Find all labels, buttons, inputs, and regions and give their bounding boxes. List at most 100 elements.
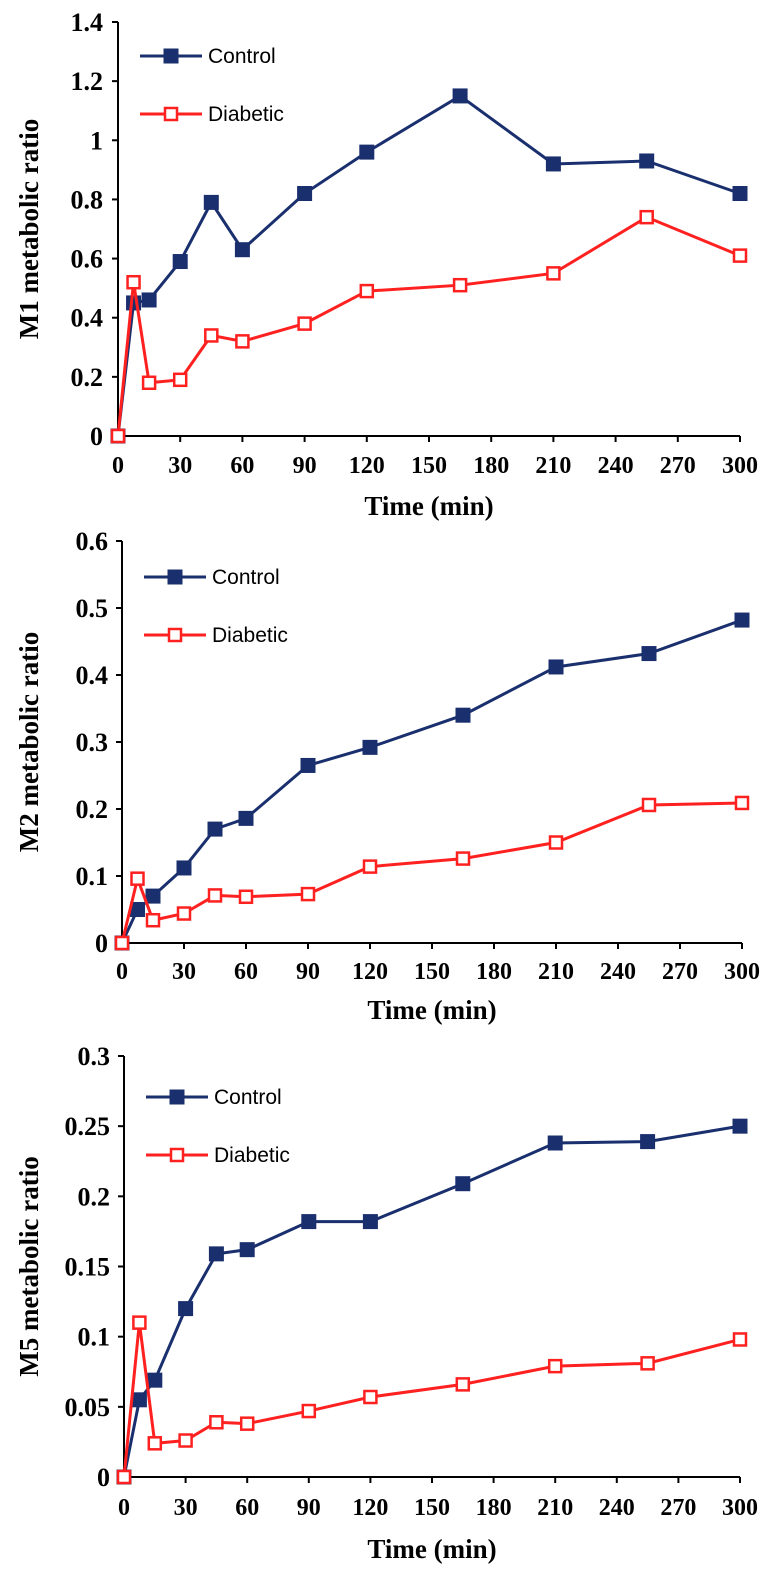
m5-diabetic-point	[301, 1403, 317, 1419]
m5-y-tick-label: 0.05	[65, 1393, 111, 1422]
m1-control-point	[452, 88, 468, 104]
m1-legend-marker-diabetic	[163, 106, 179, 122]
m1-control-point	[141, 292, 157, 308]
m5-legend-label-control: Control	[214, 1086, 282, 1109]
m5-diabetic-line	[122, 1322, 741, 1478]
m1-legend-label-diabetic: Diabetic	[208, 103, 284, 126]
m2-diabetic-point	[548, 835, 564, 850]
m5-control-point	[239, 1242, 255, 1258]
m2-diabetic-point	[734, 795, 750, 811]
m2-control-point	[238, 810, 254, 826]
m5-diabetic-point	[147, 1436, 163, 1451]
m5-y-axis-label: M5 metabolic ratio	[14, 1156, 44, 1376]
m5-x-axis-label: Time (min)	[367, 1534, 496, 1564]
m1-diabetic-point	[110, 428, 126, 444]
m1-control-point	[732, 186, 748, 202]
m5-diabetic-point	[132, 1315, 147, 1330]
m5-x-tick-label: 240	[599, 1495, 635, 1521]
m5-y-tick-label: 0.2	[78, 1182, 111, 1211]
m2-diabetic-point	[207, 888, 223, 903]
m5-control-point	[301, 1214, 317, 1230]
m5-control-point	[362, 1214, 378, 1230]
m1-diabetic-line	[116, 215, 741, 437]
m1-legend-label-control: Control	[208, 45, 276, 68]
m1-y-tick-label: 1	[90, 126, 103, 155]
m1-control-point	[297, 186, 313, 202]
m1-x-tick-label: 240	[598, 453, 634, 479]
m1-y-tick-label: 0.6	[71, 245, 104, 274]
m5-x-tick-label: 30	[174, 1495, 198, 1521]
m5-diabetic-point	[239, 1416, 255, 1431]
m2-diabetic-point	[176, 906, 192, 921]
m1-diabetic-point	[639, 209, 654, 225]
m2-y-tick-label: 0.6	[76, 527, 109, 556]
m2-diabetic-point	[300, 886, 316, 902]
m2-x-tick-label: 30	[172, 959, 196, 985]
m1-x-tick-label: 180	[473, 453, 509, 479]
m2-legend-label-control: Control	[212, 566, 280, 589]
m1-control-point	[234, 242, 250, 258]
m1-control-point	[545, 156, 561, 172]
m1-x-tick-label: 210	[535, 453, 571, 479]
m1-control-point	[172, 254, 188, 270]
m2-control-point	[362, 739, 378, 755]
m2-control-point	[176, 860, 192, 876]
m5-control-point	[547, 1135, 563, 1151]
m2-x-tick-label: 300	[724, 959, 760, 985]
m2-control-point	[734, 612, 750, 628]
m1-y-tick-label: 0	[90, 422, 103, 451]
m2-y-tick-label: 0.4	[76, 661, 109, 690]
m5-x-tick-label: 90	[297, 1495, 321, 1521]
m2-control-point	[641, 646, 657, 662]
m5-control-point	[147, 1372, 163, 1388]
m2-series-diabetic	[114, 795, 750, 951]
m5-diabetic-point	[547, 1358, 563, 1374]
m2-y-tick-label: 0.5	[76, 594, 109, 623]
m5-diabetic-point	[116, 1469, 132, 1485]
m2-y-tick-label: 0.1	[76, 862, 109, 891]
m2-x-tick-label: 180	[476, 959, 512, 985]
m2-control-point	[207, 821, 223, 837]
m2-diabetic-point	[145, 912, 161, 928]
m1-control-point	[639, 153, 655, 169]
m1-y-tick-label: 1.4	[71, 8, 104, 37]
m5-series-diabetic	[116, 1315, 748, 1485]
chart-m5: 0 0.05 0.1 0.15 0.2 0.25 0.3 0 30 60 90 120 150 180 21…	[14, 1042, 758, 1564]
m5-x-tick-label: 120	[352, 1495, 388, 1521]
m1-x-tick-label: 30	[168, 453, 192, 479]
m5-control-point	[455, 1176, 471, 1192]
m2-control-point	[145, 888, 161, 904]
m5-legend-marker-control	[169, 1089, 185, 1105]
m5-control-point	[640, 1134, 656, 1150]
chart-m1: 0 0.2 0.4 0.6 0.8 1 1.2 1.4 0 30 60 90 120 150 180 210 2…	[14, 8, 758, 521]
m5-control-point	[208, 1246, 224, 1262]
m1-x-tick-label: 300	[722, 453, 758, 479]
m5-diabetic-point	[640, 1356, 655, 1371]
m5-y-tick-label: 0.15	[65, 1253, 111, 1282]
m5-control-point	[732, 1118, 748, 1134]
m1-diabetic-point	[359, 283, 375, 299]
m2-legend-marker-control	[167, 569, 183, 585]
m5-control-point	[131, 1392, 147, 1408]
m1-y-tick-label: 0.4	[71, 304, 104, 333]
m2-legend-marker-diabetic	[167, 627, 183, 643]
m2-x-tick-label: 150	[414, 959, 450, 985]
m2-x-axis-label: Time (min)	[367, 995, 496, 1025]
m2-x-tick-label: 210	[538, 959, 574, 985]
m5-diabetic-point	[178, 1433, 193, 1448]
m1-x-tick-label: 270	[660, 453, 696, 479]
m5-diabetic-point	[732, 1332, 748, 1347]
m5-x-tick-label: 270	[660, 1495, 696, 1521]
m2-legend-label-diabetic: Diabetic	[212, 624, 288, 647]
m1-legend-marker-control	[163, 48, 179, 64]
m1-diabetic-point	[126, 274, 141, 290]
m1-y-tick-label: 0.2	[71, 363, 104, 392]
m2-diabetic-point	[455, 851, 471, 866]
m5-x-tick-label: 150	[414, 1495, 450, 1521]
m1-control-point	[359, 144, 375, 160]
m1-x-axis-label: Time (min)	[364, 491, 493, 521]
m1-diabetic-point	[235, 334, 250, 349]
m1-series-diabetic	[110, 209, 748, 444]
m1-y-axis-label: M1 metabolic ratio	[14, 119, 44, 339]
